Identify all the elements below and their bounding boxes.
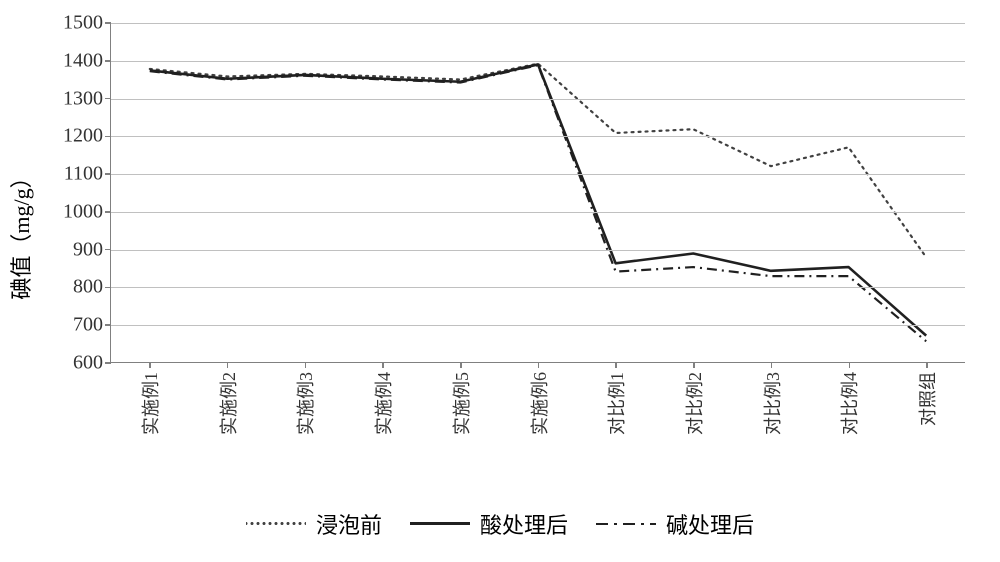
ytick-mark [105,173,111,175]
ytick-mark [105,324,111,326]
ytick-mark [105,362,111,364]
xtick-label: 对比例4 [836,372,862,435]
xtick-mark [771,362,773,368]
ytick-mark [105,211,111,213]
xtick-label: 实施例2 [215,372,241,435]
legend-swatch [596,523,656,526]
series-line [150,65,926,341]
xtick-label: 实施例3 [292,372,318,435]
ytick-label: 1100 [64,163,103,186]
xtick-mark [227,362,229,368]
ytick-mark [105,136,111,138]
plot-area: 600700800900100011001200130014001500实施例1… [110,23,965,363]
legend-label: 浸泡前 [316,508,382,540]
xtick-label: 实施例1 [137,372,163,435]
xtick-mark [538,362,540,368]
gridline [111,325,965,326]
legend-label: 酸处理后 [480,508,568,540]
xtick-mark [926,362,928,368]
ytick-mark [105,60,111,62]
xtick-label: 实施例5 [448,372,474,435]
legend-item: 碱处理后 [596,508,754,540]
ytick-label: 900 [73,238,103,261]
ytick-mark [105,287,111,289]
ytick-label: 1400 [63,49,103,72]
xtick-mark [460,362,462,368]
legend-swatch [246,522,306,525]
xtick-mark [382,362,384,368]
gridline [111,212,965,213]
series-line [150,64,926,258]
ytick-label: 800 [73,276,103,299]
legend: 浸泡前 酸处理后 碱处理后 [0,505,1000,540]
xtick-mark [149,362,151,368]
ytick-label: 1500 [63,12,103,35]
ytick-label: 1200 [63,125,103,148]
ytick-label: 600 [73,352,103,375]
ytick-label: 1000 [63,200,103,223]
gridline [111,287,965,288]
y-axis-label: 碘值（mg/g） [4,166,36,299]
ytick-mark [105,249,111,251]
line-chart: 碘值（mg/g） 6007008009001000110012001300140… [30,18,970,448]
legend-item: 酸处理后 [410,508,568,540]
gridline [111,61,965,62]
gridline [111,23,965,24]
xtick-label: 对比例1 [603,372,629,435]
xtick-mark [693,362,695,368]
xtick-label: 对比例3 [759,372,785,435]
legend-label: 碱处理后 [666,508,754,540]
legend-item: 浸泡前 [246,508,382,540]
gridline [111,99,965,100]
ytick-label: 1300 [63,87,103,110]
ytick-mark [105,98,111,100]
xtick-mark [305,362,307,368]
xtick-label: 实施例6 [526,372,552,435]
gridline [111,250,965,251]
xtick-mark [615,362,617,368]
chart-lines [111,23,965,362]
ytick-mark [105,22,111,24]
gridline [111,136,965,137]
series-line [150,64,926,335]
legend-swatch [410,522,470,525]
xtick-label: 对比例2 [681,372,707,435]
xtick-mark [849,362,851,368]
gridline [111,174,965,175]
xtick-label: 对照组 [914,372,940,426]
ytick-label: 700 [73,314,103,337]
xtick-label: 实施例4 [370,372,396,435]
